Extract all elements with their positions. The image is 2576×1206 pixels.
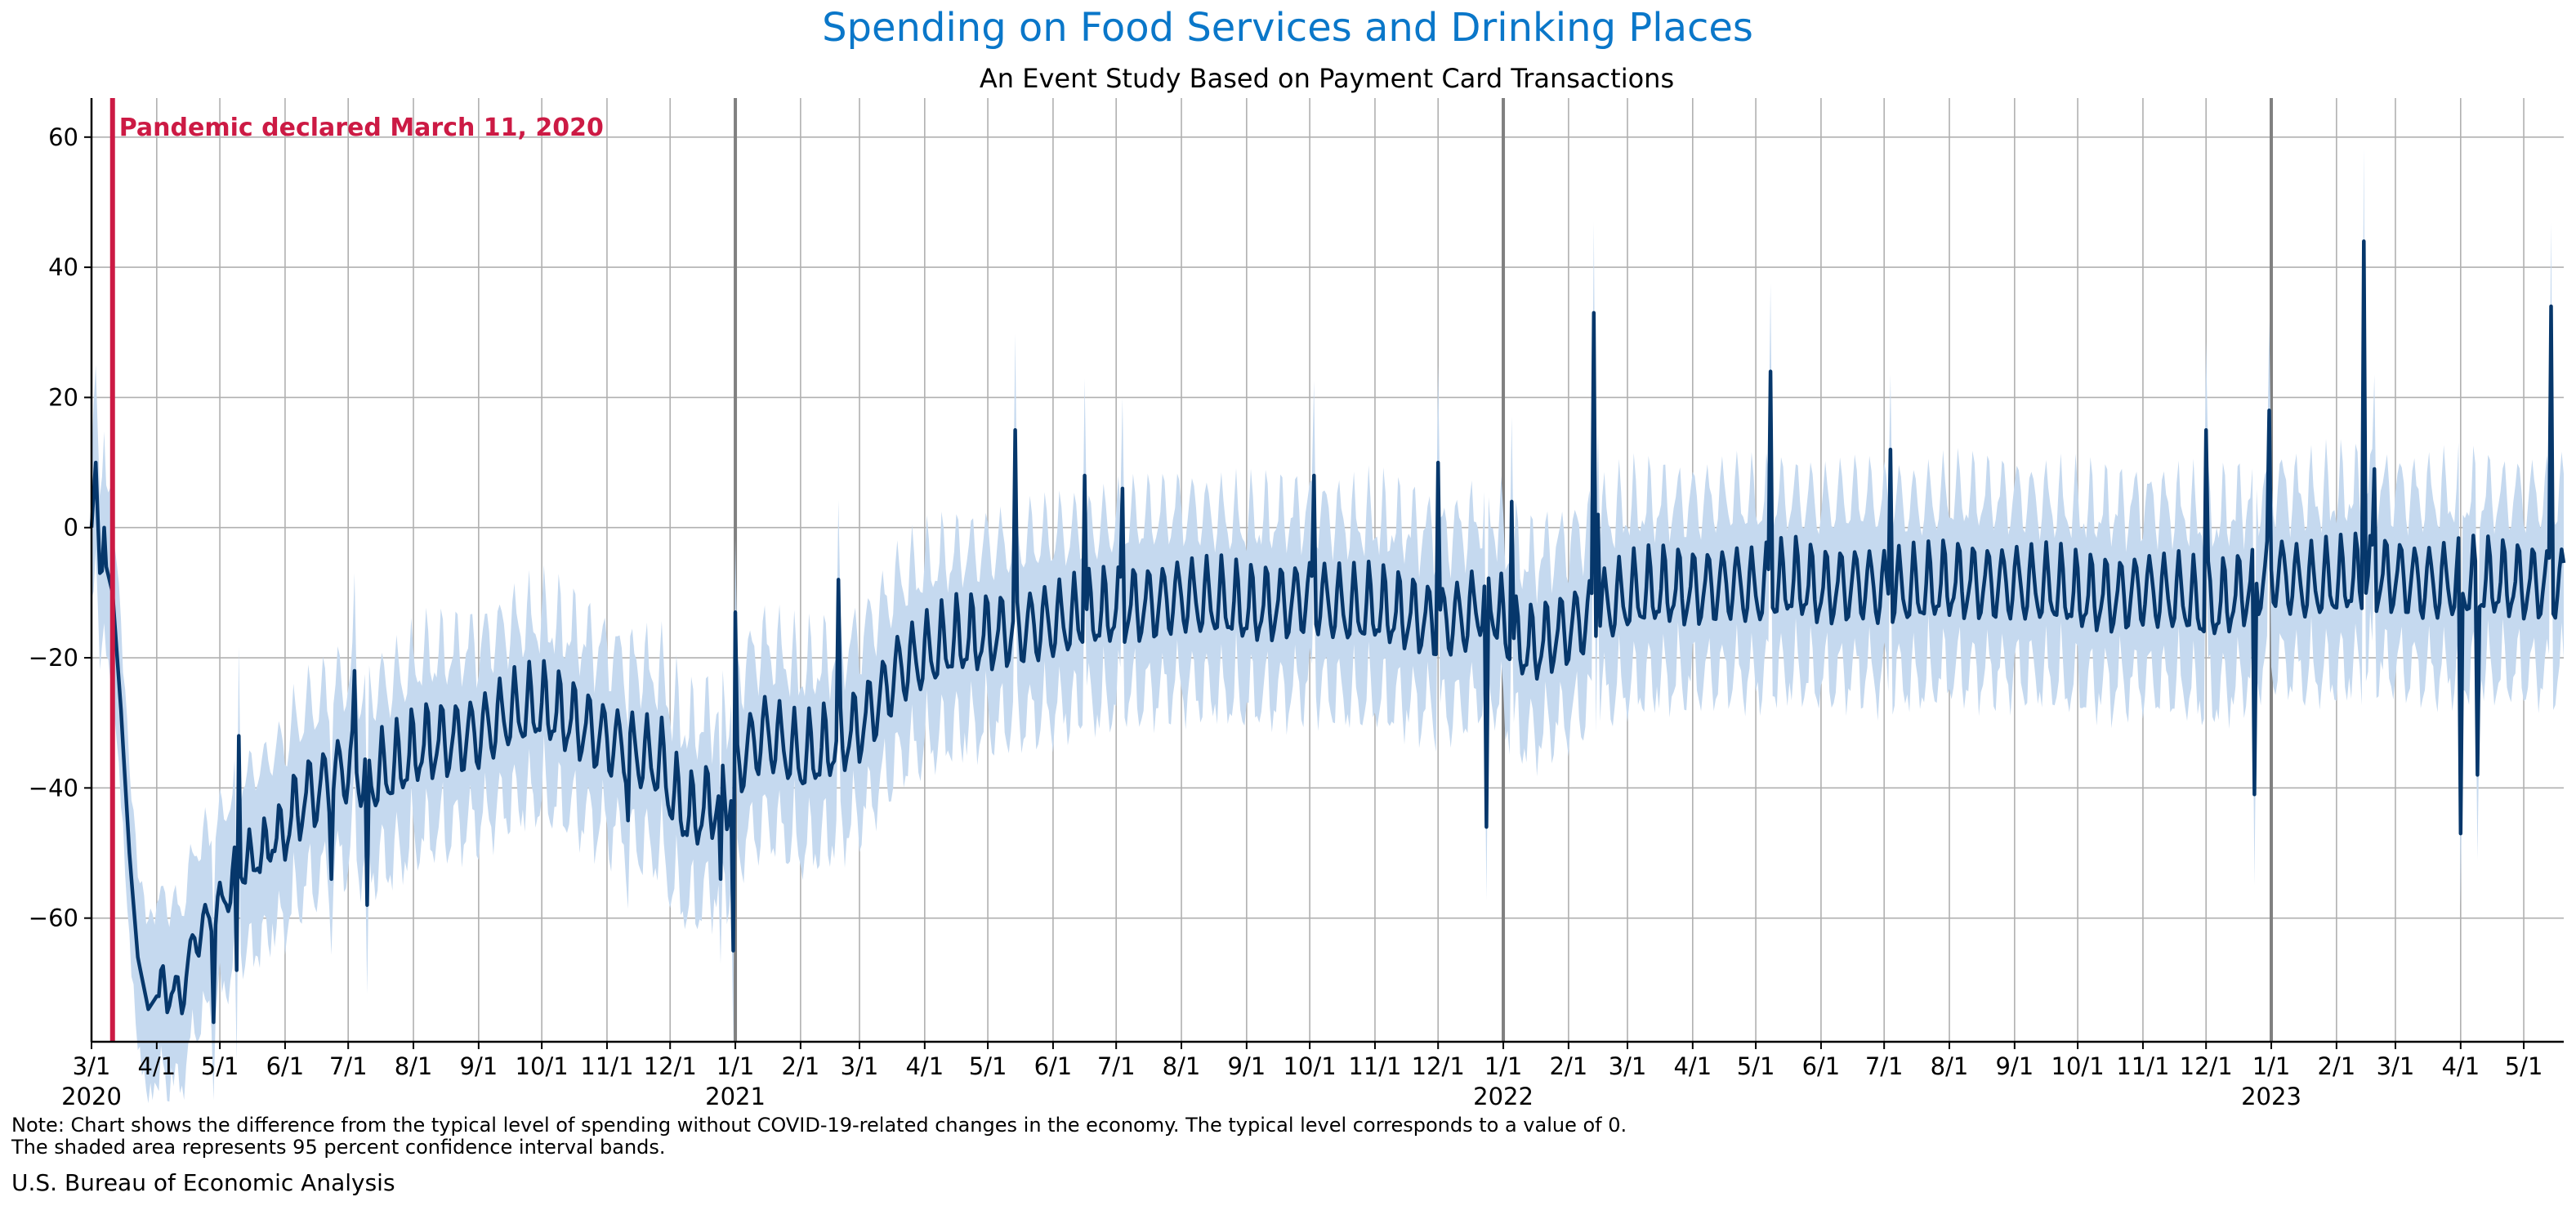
chart-subtitle: An Event Study Based on Payment Card Tra… [980,63,1674,94]
x-tick-label: 8/1 [1931,1052,1969,1080]
x-tick-label: 7/1 [1097,1052,1136,1080]
event-marker: Pandemic declared March 11, 2020 [109,98,604,1042]
chart-title: Spending on Food Services and Drinking P… [822,5,1753,51]
x-tick-label: 4/1 [1673,1052,1712,1080]
axes [90,98,2564,1043]
x-tick-label: 11/1 [2116,1052,2169,1080]
x-tick-label: 8/1 [395,1052,433,1080]
y-tick-label: 60 [48,123,78,151]
x-tick-label: 3/1 [73,1052,111,1080]
x-tick-label: 5/1 [1737,1052,1775,1080]
x-tick-label: 3/1 [2377,1052,2415,1080]
x-tick-label: 5/1 [2505,1052,2543,1080]
y-tick-label: 40 [48,253,78,281]
y-axis-ticks: 60 40 20 0 −20 −40 −60 [29,123,92,932]
x-tick-label: 11/1 [580,1052,633,1080]
x-axis-ticks: 3/1 2020 4/1 5/1 6/1 7/1 8/1 9/1 10/1 11/1 12/1 1/1… [61,1042,2543,1110]
x-tick-label: 2/1 [2318,1052,2356,1080]
x-year-label: 2023 [2241,1083,2301,1110]
confidence-band-area [92,147,2564,1104]
x-tick-label: 6/1 [1034,1052,1073,1080]
x-year-label: 2020 [61,1083,122,1110]
y-tick-label: 0 [64,514,78,542]
y-tick-label: −20 [29,644,78,672]
x-tick-label: 12/1 [644,1052,697,1080]
x-tick-label: 1/1 [717,1052,755,1080]
x-tick-label: 11/1 [1348,1052,1401,1080]
x-tick-label: 3/1 [841,1052,879,1080]
x-tick-label: 12/1 [1412,1052,1465,1080]
x-tick-label: 6/1 [1802,1052,1841,1080]
x-tick-label: 10/1 [2051,1052,2105,1080]
x-tick-label: 4/1 [137,1052,176,1080]
x-tick-label: 7/1 [329,1052,368,1080]
series-line [89,239,2566,1025]
x-tick-label: 1/1 [1484,1052,1523,1080]
x-tick-label: 6/1 [266,1052,305,1080]
y-tick-label: 20 [48,383,78,411]
x-year-label: 2022 [1473,1083,1534,1110]
x-tick-label: 4/1 [905,1052,944,1080]
x-tick-label: 9/1 [1996,1052,2034,1080]
y-tick-label: −40 [29,774,78,802]
x-tick-label: 2/1 [782,1052,820,1080]
y-tick-label: −60 [29,904,78,932]
x-tick-label: 3/1 [1609,1052,1647,1080]
x-year-label: 2021 [705,1083,766,1110]
x-tick-label: 10/1 [1284,1052,1337,1080]
x-tick-label: 12/1 [2180,1052,2233,1080]
x-tick-label: 1/1 [2252,1052,2291,1080]
x-tick-label: 4/1 [2441,1052,2480,1080]
x-tick-label: 9/1 [460,1052,498,1080]
x-tick-label: 10/1 [516,1052,569,1080]
x-tick-label: 5/1 [201,1052,239,1080]
confidence-band [92,147,2564,1104]
note-text-line-1: Note: Chart shows the difference from th… [11,1114,1627,1137]
note-text-line-2: The shaded area represents 95 percent co… [11,1136,666,1159]
x-tick-label: 2/1 [1550,1052,1588,1080]
source-credit: U.S. Bureau of Economic Analysis [11,1169,395,1196]
series-line-layer [89,239,2566,1025]
x-tick-label: 8/1 [1163,1052,1201,1080]
x-tick-label: 7/1 [1865,1052,1904,1080]
pandemic-event-label: Pandemic declared March 11, 2020 [119,114,604,142]
x-tick-label: 5/1 [969,1052,1007,1080]
x-tick-label: 9/1 [1228,1052,1266,1080]
